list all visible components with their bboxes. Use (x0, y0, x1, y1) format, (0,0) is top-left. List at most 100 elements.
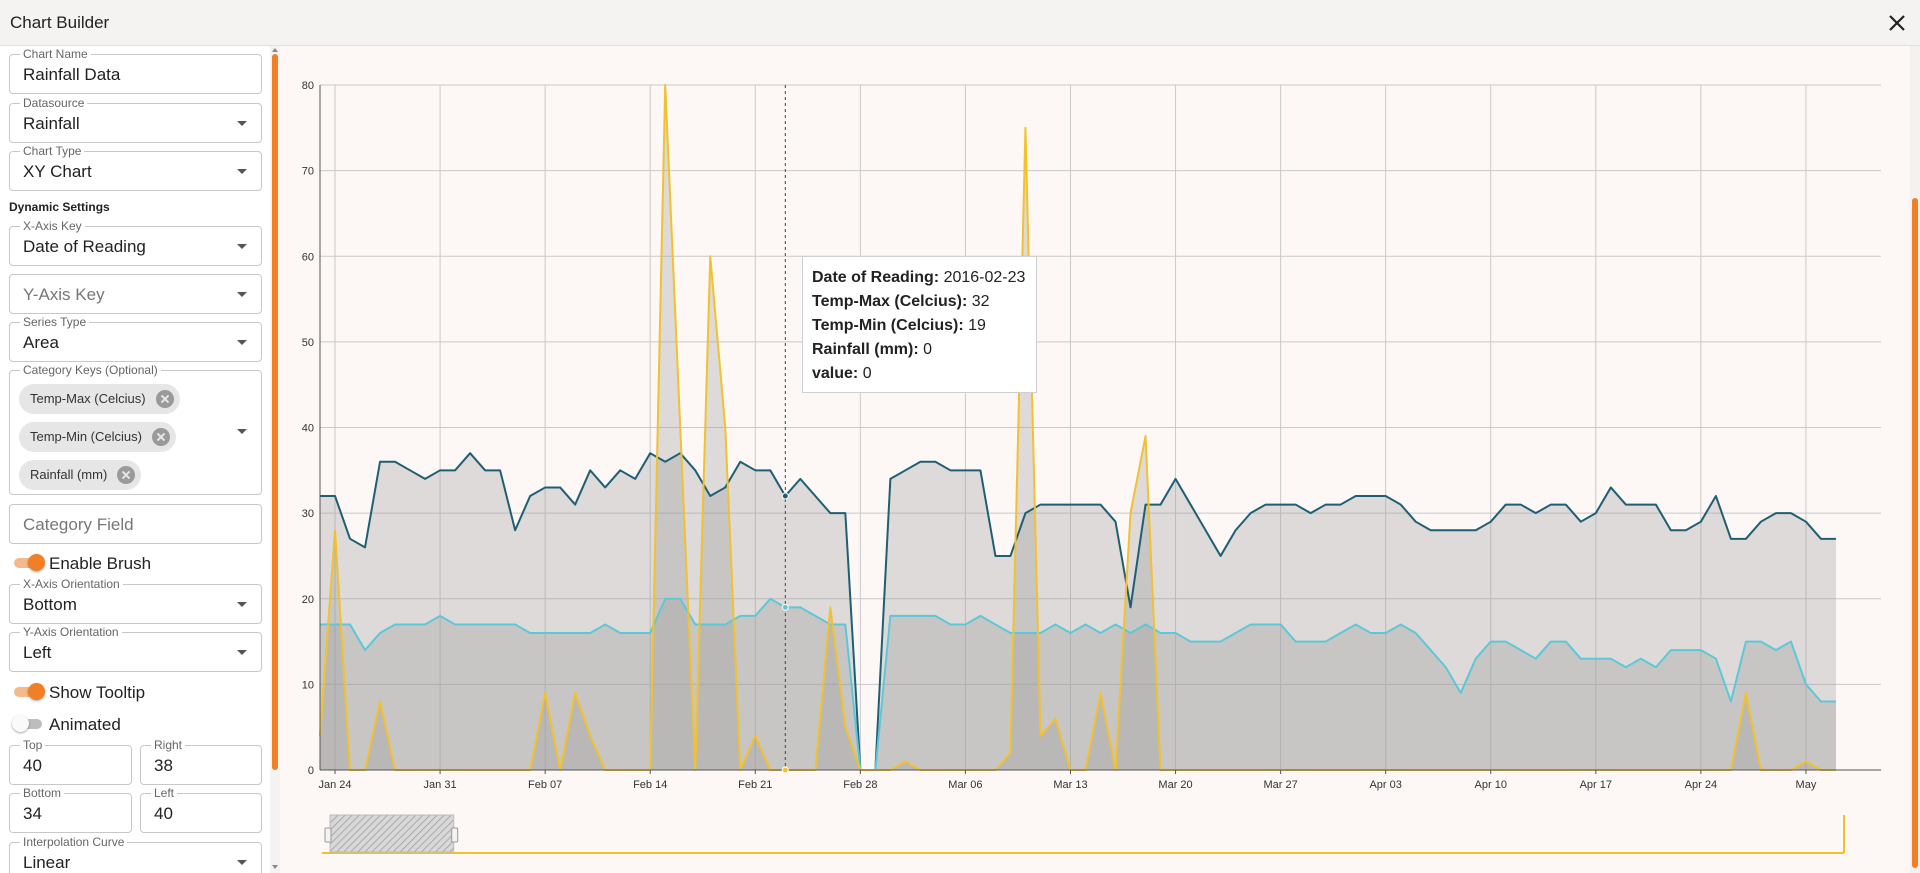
x-tick-label: Apr 10 (1475, 779, 1507, 791)
chevron-down-icon (237, 121, 247, 126)
chart-type-select[interactable]: Chart Type XY Chart (9, 144, 262, 191)
y-tick-label: 60 (302, 251, 314, 263)
category-keys-label: Category Keys (Optional) (20, 363, 161, 377)
interpolation-curve-value: Linear (23, 853, 71, 872)
enable-brush-label: Enable Brush (49, 554, 152, 573)
y-axis-orientation-label: Y-Axis Orientation (20, 625, 122, 639)
chart-name-label: Chart Name (20, 47, 91, 61)
datasource-select[interactable]: Datasource Rainfall (9, 96, 262, 143)
y-tick-label: 50 (302, 337, 314, 349)
series-line-temp-max (320, 452, 1836, 771)
datasource-label: Datasource (20, 96, 88, 110)
remove-chip-icon[interactable] (155, 390, 174, 408)
chip-temp-max[interactable]: Temp-Max (Celcius) (19, 384, 180, 414)
animated-label: Animated (49, 715, 121, 734)
x-tick-label: Mar 27 (1263, 779, 1297, 791)
series-line-temp-min (320, 597, 1836, 771)
x-tick-label: Apr 24 (1685, 779, 1717, 791)
margin-bottom-input[interactable]: Bottom 34 (9, 786, 132, 833)
x-tick-label: Apr 03 (1369, 779, 1401, 791)
x-tick-label: Feb 28 (843, 779, 877, 791)
category-field-placeholder: Category Field (23, 515, 134, 534)
hover-point (781, 492, 789, 500)
x-axis-orientation-value: Bottom (23, 595, 77, 614)
enable-brush-toggle[interactable] (14, 554, 45, 571)
x-tick-label: Mar 20 (1158, 779, 1192, 791)
series-type-value: Area (23, 333, 59, 352)
x-tick-label: Feb 21 (738, 779, 772, 791)
interpolation-curve-select[interactable]: Interpolation Curve Linear (9, 835, 262, 873)
settings-panel: Chart Name Rainfall Data Datasource Rain… (0, 46, 270, 873)
y-tick-label: 20 (302, 594, 314, 606)
x-axis-orientation-select[interactable]: X-Axis Orientation Bottom (9, 577, 262, 624)
chip-label: Temp-Min (Celcius) (30, 429, 142, 444)
tooltip-row-value: value: 0 (812, 365, 872, 382)
x-tick-label: Mar 13 (1053, 779, 1087, 791)
dialog-header: Chart Builder (0, 0, 1920, 46)
chip-label: Rainfall (mm) (30, 467, 108, 482)
x-tick-label: Feb 14 (633, 779, 667, 791)
hover-point (781, 603, 789, 611)
close-icon[interactable] (1884, 10, 1910, 36)
chart-name-field[interactable]: Chart Name Rainfall Data (9, 47, 262, 94)
tooltip-row-date: Date of Reading: 2016-02-23 (812, 269, 1026, 286)
margin-bottom-label: Bottom (20, 786, 65, 800)
chevron-down-icon (237, 169, 247, 174)
chip-temp-min[interactable]: Temp-Min (Celcius) (19, 422, 176, 452)
interpolation-curve-label: Interpolation Curve (20, 835, 128, 849)
chart-scrollbar-thumb[interactable] (1912, 198, 1918, 868)
chip-label: Temp-Max (Celcius) (30, 391, 146, 406)
margin-bottom-value: 34 (23, 804, 42, 823)
chart-type-label: Chart Type (20, 144, 85, 158)
chevron-down-icon (237, 650, 247, 655)
chip-rainfall[interactable]: Rainfall (mm) (19, 460, 142, 490)
brush-handle-left[interactable] (324, 827, 332, 843)
brush-handle-right[interactable] (451, 827, 459, 843)
chevron-down-icon (237, 340, 247, 345)
margin-left-input[interactable]: Left 40 (140, 786, 262, 833)
margin-right-value: 38 (154, 756, 173, 775)
y-axis-orientation-value: Left (23, 643, 52, 662)
margin-top-input[interactable]: Top 40 (9, 738, 132, 785)
tooltip-row-temp-max: Temp-Max (Celcius): 32 (812, 293, 990, 310)
margin-right-input[interactable]: Right 38 (140, 738, 262, 785)
category-keys-select[interactable]: Category Keys (Optional) Temp-Max (Celci… (9, 363, 262, 495)
x-tick-label: Jan 31 (424, 779, 457, 791)
chevron-down-icon (237, 244, 247, 249)
margin-top-label: Top (20, 738, 46, 752)
series-type-select[interactable]: Series Type Area (9, 315, 262, 362)
chart-name-value: Rainfall Data (23, 65, 121, 84)
tooltip-row-rainfall: Rainfall (mm): 0 (812, 341, 933, 358)
y-tick-label: 30 (302, 508, 314, 520)
margin-left-value: 40 (154, 804, 173, 823)
category-field-input[interactable]: Category Field (9, 504, 262, 544)
chevron-down-icon (237, 860, 247, 865)
panel-scrollbar-thumb[interactable] (272, 54, 278, 770)
dynamic-settings-title: Dynamic Settings (9, 200, 110, 214)
remove-chip-icon[interactable] (117, 466, 136, 484)
y-axis-key-placeholder: Y-Axis Key (23, 285, 105, 304)
scroll-down-icon[interactable] (272, 865, 278, 869)
y-tick-label: 40 (302, 423, 314, 435)
remove-chip-icon[interactable] (151, 428, 170, 446)
y-axis-orientation-select[interactable]: Y-Axis Orientation Left (9, 625, 262, 672)
datasource-value: Rainfall (23, 114, 80, 133)
y-tick-label: 80 (302, 80, 314, 92)
scroll-up-icon[interactable] (272, 48, 278, 52)
chart-tooltip: Date of Reading: 2016-02-23 Temp-Max (Ce… (802, 256, 1037, 393)
chart-scrollbar[interactable] (1910, 46, 1920, 873)
animated-toggle[interactable] (12, 715, 44, 732)
chevron-down-icon (237, 429, 247, 434)
chevron-down-icon (237, 602, 247, 607)
y-tick-label: 70 (302, 166, 314, 178)
x-tick-label: Mar 06 (948, 779, 982, 791)
y-axis-key-select[interactable]: Y-Axis Key (9, 274, 262, 314)
dialog-title: Chart Builder (10, 13, 110, 32)
x-axis-key-value: Date of Reading (23, 237, 146, 256)
brush-selection[interactable] (329, 814, 455, 853)
show-tooltip-toggle[interactable] (14, 683, 45, 700)
x-axis-key-select[interactable]: X-Axis Key Date of Reading (9, 219, 262, 266)
x-tick-label: Feb 07 (528, 779, 562, 791)
margin-left-label: Left (151, 786, 178, 800)
